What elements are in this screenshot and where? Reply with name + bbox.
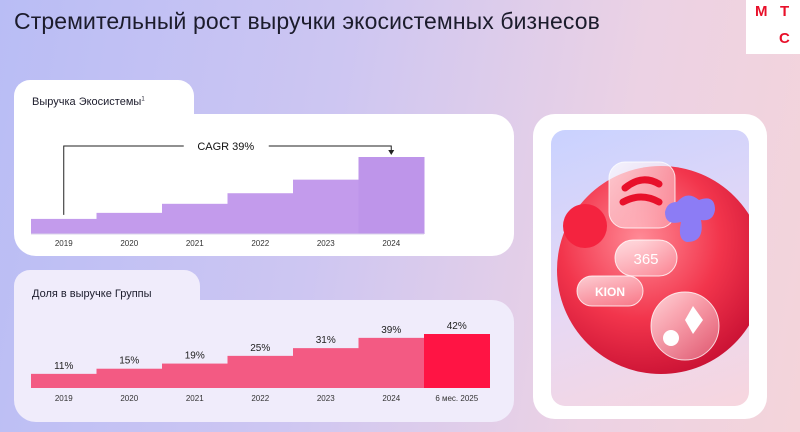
kion-label: KION bbox=[595, 285, 625, 299]
apps-illustration: 365 KION bbox=[551, 130, 749, 406]
revenue-panel-tab bbox=[14, 80, 194, 120]
page-title: Стремительный рост выручки экосистемных … bbox=[14, 8, 600, 34]
365-label: 365 bbox=[633, 251, 658, 268]
logo-letter-t: Т bbox=[780, 3, 790, 20]
mts-logo: М Т С bbox=[746, 0, 800, 54]
apps-illustration-svg: 365 KION bbox=[557, 161, 749, 374]
share-panel-title: Доля в выручке Группы bbox=[32, 288, 152, 300]
logo-letter-m: М bbox=[755, 3, 768, 20]
revenue-panel-title: Выручка Экосистемы1 bbox=[32, 96, 145, 108]
365-pill-icon: 365 bbox=[614, 239, 678, 277]
revenue-panel-title-text: Выручка Экосистемы bbox=[32, 96, 142, 108]
revenue-panel bbox=[14, 114, 514, 256]
music-circle-icon bbox=[650, 291, 720, 361]
logo-letter-s: С bbox=[779, 30, 790, 47]
kinopoisk-icon bbox=[608, 161, 676, 229]
kion-pill-icon: KION bbox=[576, 275, 644, 307]
plus-star-icon bbox=[665, 195, 715, 242]
red-circle-icon bbox=[563, 204, 607, 248]
revenue-footnote: 1 bbox=[141, 96, 145, 103]
share-panel bbox=[14, 300, 514, 422]
